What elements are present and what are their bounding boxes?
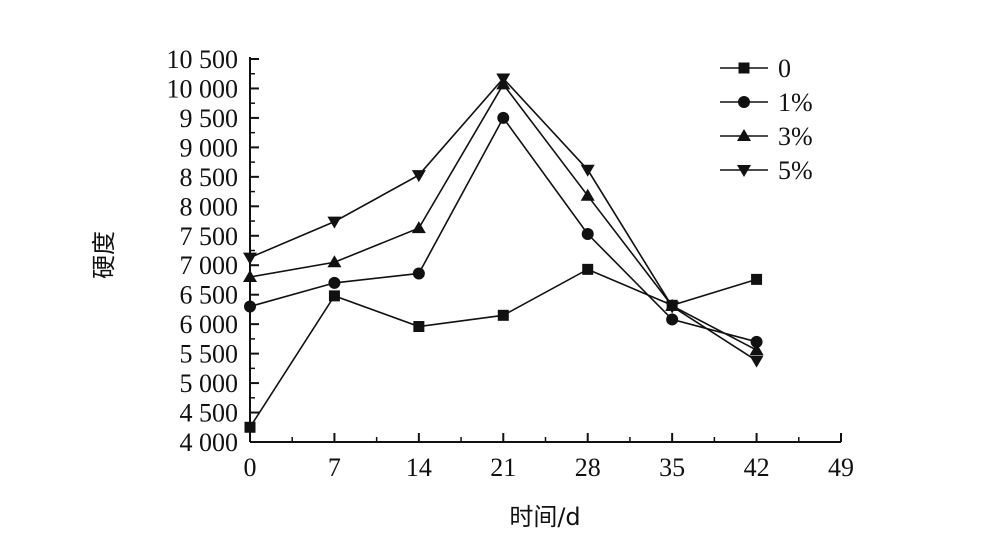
data-point bbox=[666, 313, 679, 326]
series-line bbox=[249, 268, 757, 428]
y-tick-label: 6 000 bbox=[180, 310, 239, 339]
data-point bbox=[751, 273, 763, 285]
data-point bbox=[749, 355, 764, 368]
y-tick-label: 8 000 bbox=[180, 192, 239, 221]
x-tick-label: 42 bbox=[744, 453, 770, 482]
data-point bbox=[243, 270, 257, 283]
data-point bbox=[581, 228, 594, 241]
y-tick-label: 6 500 bbox=[180, 281, 239, 310]
legend: 0 1% 3% 5% bbox=[720, 54, 813, 185]
data-point bbox=[327, 216, 342, 229]
legend-marker bbox=[738, 62, 750, 74]
data-point bbox=[328, 276, 341, 289]
data-point bbox=[411, 170, 426, 183]
y-tick-label: 9 500 bbox=[180, 104, 239, 133]
x-tick-label: 21 bbox=[490, 453, 516, 482]
y-tick-label: 10 000 bbox=[167, 74, 239, 103]
y-tick-label: 5 000 bbox=[180, 369, 239, 398]
data-point bbox=[412, 267, 425, 280]
x-axis: 0 7 14 21 28 35 42 49 bbox=[244, 433, 854, 482]
legend-item: 1% bbox=[720, 88, 813, 117]
y-axis-title: 硬度 bbox=[90, 231, 118, 279]
legend-marker bbox=[737, 129, 751, 141]
x-axis-title: 时间/d bbox=[509, 503, 580, 531]
y-tick-label: 7 000 bbox=[180, 251, 239, 280]
legend-marker bbox=[738, 96, 750, 108]
series-5% bbox=[243, 73, 764, 368]
legend-item: 3% bbox=[720, 122, 813, 151]
legend-label: 0 bbox=[778, 54, 791, 83]
legend-label: 3% bbox=[778, 122, 813, 151]
data-point bbox=[665, 301, 680, 314]
data-point bbox=[496, 73, 511, 86]
data-point bbox=[580, 164, 595, 177]
data-point bbox=[580, 188, 595, 201]
y-tick-label: 8 500 bbox=[180, 163, 239, 192]
y-tick-label: 4 500 bbox=[180, 399, 239, 428]
x-tick-label: 28 bbox=[575, 453, 601, 482]
x-tick-label: 0 bbox=[244, 453, 257, 482]
data-point bbox=[749, 343, 764, 356]
x-tick-label: 7 bbox=[328, 453, 341, 482]
legend-item: 0 bbox=[720, 54, 791, 83]
x-tick-label: 49 bbox=[828, 453, 854, 482]
y-tick-label: 7 500 bbox=[180, 222, 239, 251]
series-1% bbox=[244, 111, 763, 348]
x-tick-label: 14 bbox=[406, 453, 432, 482]
data-point bbox=[497, 111, 510, 124]
legend-label: 5% bbox=[778, 156, 813, 185]
data-point bbox=[327, 255, 342, 268]
data-point bbox=[497, 309, 509, 321]
series-0 bbox=[244, 263, 763, 433]
data-point bbox=[411, 221, 426, 234]
legend-marker bbox=[737, 165, 751, 177]
legend-label: 1% bbox=[778, 88, 813, 117]
data-point bbox=[244, 421, 256, 433]
data-point bbox=[243, 252, 257, 265]
legend-item: 5% bbox=[720, 156, 813, 185]
plot-area bbox=[243, 73, 764, 433]
y-tick-label: 4 000 bbox=[180, 428, 239, 457]
data-point bbox=[750, 335, 763, 348]
data-point bbox=[413, 321, 425, 333]
y-tick-label: 10 500 bbox=[167, 45, 239, 74]
y-tick-label: 5 500 bbox=[180, 340, 239, 369]
data-point bbox=[244, 300, 256, 313]
y-tick-label: 9 000 bbox=[180, 133, 239, 162]
data-point bbox=[582, 263, 594, 275]
data-point bbox=[328, 290, 340, 302]
x-tick-label: 35 bbox=[659, 453, 685, 482]
